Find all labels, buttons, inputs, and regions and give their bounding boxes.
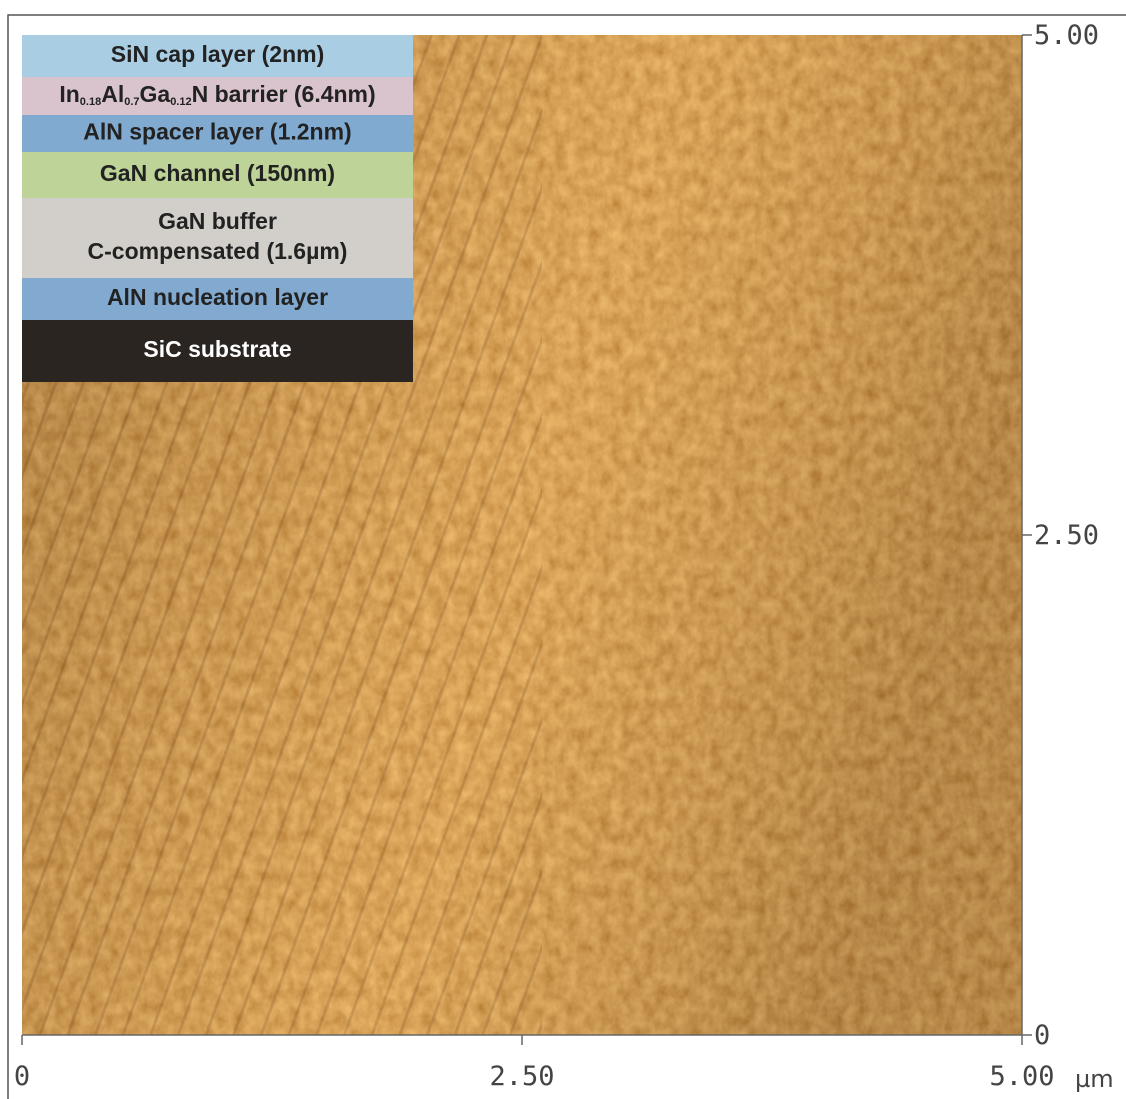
layer-stack: SiN cap layer (2nm) In0.18Al0.7Ga0.12N ba… xyxy=(22,35,413,382)
layer-label: AlN spacer layer (1.2nm) xyxy=(83,119,351,145)
layer-label: GaN channel (150nm) xyxy=(100,160,335,186)
layer-label: GaN buffer xyxy=(158,208,277,234)
x-tick-label: 2.50 xyxy=(489,1061,554,1092)
subscript: 0.7 xyxy=(124,96,139,108)
figure: 0 2.50 5.00 0 2.50 5.00 µm SiN cap layer (2nm)… xyxy=(0,0,1126,1099)
label-part: Ga xyxy=(140,81,171,107)
layer-label: SiC substrate xyxy=(143,336,291,362)
label-part: Al xyxy=(101,81,124,107)
x-tick-label: 5.00 xyxy=(989,1061,1054,1092)
label-part: In xyxy=(59,81,79,107)
layer-label: In0.18Al0.7Ga0.12N barrier (6.4nm) xyxy=(59,81,375,108)
unit-label: µm xyxy=(1075,1065,1114,1093)
layer-label: SiN cap layer (2nm) xyxy=(111,41,324,67)
subscript: 0.12 xyxy=(170,96,191,108)
y-tick-label: 0 xyxy=(1034,1020,1050,1051)
x-tick-label: 0 xyxy=(14,1061,30,1092)
subscript: 0.18 xyxy=(80,96,101,108)
page: 0 2.50 5.00 0 2.50 5.00 µm SiN cap layer (2nm)… xyxy=(0,0,1126,1099)
y-tick-label: 2.50 xyxy=(1034,520,1099,551)
y-tick-label: 5.00 xyxy=(1034,20,1099,51)
label-part: N barrier (6.4nm) xyxy=(192,81,376,107)
layer-label: C-compensated (1.6µm) xyxy=(88,238,348,264)
layer-label: AlN nucleation layer xyxy=(107,284,328,310)
